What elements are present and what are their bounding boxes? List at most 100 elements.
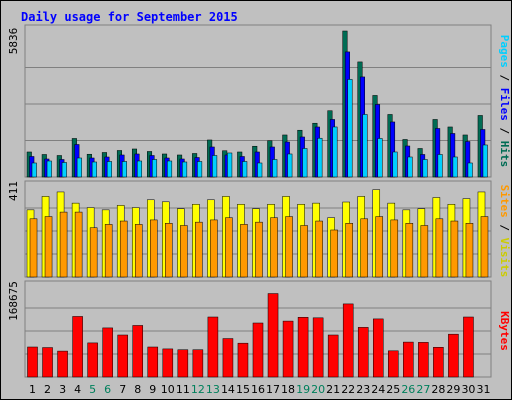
bar-kbytes-day-1 [27, 346, 38, 378]
bar-pages-day-1 [31, 162, 37, 178]
day-label-29: 29 [446, 383, 460, 396]
bar-pages-day-2 [46, 160, 52, 178]
bar-sites-day-31 [480, 216, 489, 278]
bar-pages-day-19 [302, 148, 308, 178]
hits-bars [25, 30, 491, 178]
day-label-22: 22 [341, 383, 355, 396]
day-label-25: 25 [386, 383, 400, 396]
bar-kbytes-day-8 [132, 325, 144, 378]
chart-title: Daily usage for September 2015 [21, 10, 238, 24]
day-label-15: 15 [236, 383, 250, 396]
day-label-16: 16 [251, 383, 265, 396]
bar-pages-day-8 [136, 160, 143, 178]
bar-kbytes-day-3 [57, 350, 68, 378]
day-label-3: 3 [59, 383, 66, 396]
bar-kbytes-day-6 [102, 327, 113, 378]
ymax-label-top: 5836 [7, 28, 20, 55]
day-label-5: 5 [89, 383, 96, 396]
hits-panel: 5836 Pages / Files / Hits [7, 24, 511, 178]
day-label-12: 12 [191, 383, 205, 396]
bar-kbytes-day-27 [418, 342, 429, 378]
day-label-21: 21 [326, 383, 340, 396]
bar-pages-day-22 [347, 79, 353, 178]
day-label-2: 2 [44, 383, 51, 396]
bar-pages-day-23 [362, 114, 368, 178]
bar-sites-day-19 [300, 225, 308, 278]
legend-separator: / [498, 224, 511, 231]
bar-sites-day-22 [345, 223, 353, 278]
bar-kbytes-day-20 [312, 317, 324, 378]
legend-files-label: Files [498, 88, 511, 121]
ymax-label-middle: 411 [7, 181, 20, 201]
day-label-24: 24 [371, 383, 385, 396]
day-label-6: 6 [104, 383, 111, 396]
bar-kbytes-day-21 [327, 334, 339, 378]
bar-pages-day-26 [407, 156, 413, 178]
day-label-19: 19 [296, 383, 310, 396]
bar-sites-day-8 [134, 224, 143, 278]
day-label-1: 1 [29, 383, 36, 396]
bar-pages-day-21 [332, 126, 338, 178]
bar-sites-day-11 [180, 225, 188, 278]
bar-kbytes-day-18 [282, 320, 294, 378]
legend-sites-label: Sites [498, 185, 511, 218]
day-label-13: 13 [206, 383, 220, 396]
legend-kbytes-label: KBytes [498, 311, 511, 351]
bar-pages-day-14 [227, 152, 233, 178]
day-label-23: 23 [356, 383, 370, 396]
bar-sites-day-27 [420, 225, 429, 278]
bar-kbytes-day-24 [372, 318, 384, 378]
legend-hits-panel: Pages / Files / Hits [498, 35, 511, 168]
bar-sites-day-7 [119, 220, 128, 278]
day-label-11: 11 [176, 383, 190, 396]
bar-kbytes-day-2 [42, 347, 53, 378]
legend-separator: / [498, 75, 511, 82]
bar-pages-day-31 [482, 144, 488, 178]
bar-kbytes-day-10 [162, 348, 174, 378]
bar-sites-day-12 [195, 221, 203, 278]
legend-separator: / [498, 128, 511, 135]
bar-sites-day-3 [59, 211, 68, 278]
bar-pages-day-9 [152, 159, 158, 178]
bar-kbytes-day-7 [117, 334, 128, 378]
bar-pages-day-17 [272, 159, 278, 178]
day-label-18: 18 [281, 383, 295, 396]
bar-kbytes-day-26 [403, 341, 414, 378]
bar-sites-day-9 [150, 219, 158, 278]
bar-kbytes-day-9 [147, 346, 159, 378]
bar-sites-day-14 [225, 217, 233, 278]
legend-visits-label: Visits [498, 238, 511, 278]
bar-pages-day-20 [317, 137, 323, 178]
bar-kbytes-day-5 [87, 342, 98, 378]
day-label-27: 27 [416, 383, 430, 396]
bar-pages-day-3 [61, 162, 67, 178]
bar-pages-day-29 [452, 156, 458, 178]
bar-kbytes-day-12 [192, 349, 204, 378]
day-label-31: 31 [476, 383, 490, 396]
day-label-17: 17 [266, 383, 280, 396]
bar-pages-day-12 [197, 161, 203, 178]
day-label-7: 7 [119, 383, 126, 396]
bar-sites-day-15 [240, 224, 248, 278]
bar-pages-day-24 [377, 138, 383, 178]
bar-sites-day-26 [405, 223, 414, 278]
legend-kbytes-panel: KBytes [498, 311, 511, 351]
kbytes-panel: 168675 KBytes [7, 280, 511, 378]
legend-hits-label: Hits [498, 141, 511, 168]
ymax-label-bottom: 168675 [7, 281, 20, 321]
legend-visits-panel: Sites / Visits [498, 185, 511, 278]
day-label-9: 9 [149, 383, 156, 396]
bar-kbytes-day-22 [342, 303, 354, 378]
bar-sites-day-21 [330, 229, 338, 278]
bar-pages-day-11 [182, 161, 188, 178]
bar-sites-day-17 [270, 217, 278, 278]
bar-kbytes-day-30 [463, 316, 474, 378]
bar-pages-day-10 [167, 160, 173, 178]
bar-pages-day-18 [287, 153, 293, 178]
svg-text:Pages / Fi: Pages / Files / Hits [498, 35, 511, 168]
bar-kbytes-day-13 [207, 316, 219, 378]
bar-pages-day-28 [437, 154, 443, 178]
bar-sites-day-30 [465, 223, 474, 278]
